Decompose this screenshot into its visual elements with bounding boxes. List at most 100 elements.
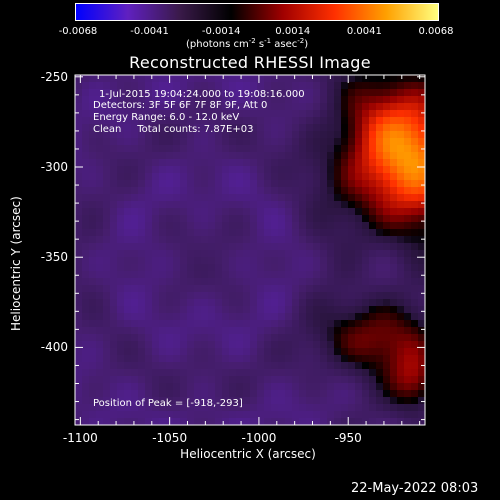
heatmap-cell bbox=[215, 369, 222, 376]
heatmap-cell bbox=[173, 376, 180, 383]
heatmap-cell bbox=[75, 194, 82, 201]
heatmap-cell bbox=[404, 257, 411, 264]
heatmap-cell bbox=[89, 404, 96, 411]
heatmap-cell bbox=[187, 75, 194, 82]
heatmap-cell bbox=[138, 411, 145, 418]
heatmap-cell bbox=[166, 187, 173, 194]
heatmap-cell bbox=[313, 208, 320, 215]
heatmap-cell bbox=[145, 131, 152, 138]
heatmap-cell bbox=[418, 271, 425, 278]
heatmap-cell bbox=[411, 257, 418, 264]
heatmap-cell bbox=[411, 411, 418, 418]
heatmap-cell bbox=[341, 131, 348, 138]
heatmap-cell bbox=[404, 418, 411, 425]
heatmap-cell bbox=[355, 257, 362, 264]
heatmap-cell bbox=[180, 250, 187, 257]
heatmap-cell bbox=[215, 278, 222, 285]
heatmap-cell bbox=[180, 264, 187, 271]
heatmap-cell bbox=[103, 201, 110, 208]
heatmap-cell bbox=[306, 222, 313, 229]
heatmap-cell bbox=[124, 201, 131, 208]
heatmap-cell bbox=[208, 313, 215, 320]
heatmap-cell bbox=[215, 320, 222, 327]
heatmap-cell bbox=[355, 348, 362, 355]
heatmap-cell bbox=[243, 103, 250, 110]
heatmap-cell bbox=[208, 201, 215, 208]
x-tick-label: -1100 bbox=[62, 431, 98, 445]
heatmap-cell bbox=[117, 362, 124, 369]
heatmap-cell bbox=[82, 173, 89, 180]
heatmap-cell bbox=[362, 138, 369, 145]
heatmap-cell bbox=[124, 208, 131, 215]
heatmap-cell bbox=[229, 75, 236, 82]
heatmap-cell bbox=[194, 96, 201, 103]
heatmap-cell bbox=[376, 229, 383, 236]
heatmap-cell bbox=[229, 313, 236, 320]
heatmap-cell bbox=[82, 362, 89, 369]
heatmap-cell bbox=[418, 313, 425, 320]
heatmap-cell bbox=[376, 201, 383, 208]
heatmap-cell bbox=[278, 355, 285, 362]
heatmap-cell bbox=[271, 194, 278, 201]
heatmap-cell bbox=[285, 166, 292, 173]
heatmap-cell bbox=[383, 236, 390, 243]
heatmap-cell bbox=[397, 96, 404, 103]
heatmap-cell bbox=[299, 82, 306, 89]
heatmap-cell bbox=[383, 313, 390, 320]
heatmap-cell bbox=[341, 292, 348, 299]
heatmap-cell bbox=[418, 103, 425, 110]
heatmap-cell bbox=[306, 117, 313, 124]
heatmap-cell bbox=[250, 201, 257, 208]
heatmap-cell bbox=[117, 313, 124, 320]
heatmap-cell bbox=[271, 201, 278, 208]
heatmap-cell bbox=[236, 257, 243, 264]
heatmap-cell bbox=[376, 341, 383, 348]
heatmap-cell bbox=[222, 306, 229, 313]
heatmap-cell bbox=[327, 250, 334, 257]
heatmap-cell bbox=[131, 341, 138, 348]
heatmap-cell bbox=[103, 292, 110, 299]
heatmap-cell bbox=[341, 313, 348, 320]
heatmap-cell bbox=[173, 96, 180, 103]
heatmap-cell bbox=[278, 299, 285, 306]
heatmap-cell bbox=[166, 292, 173, 299]
heatmap-cell bbox=[131, 89, 138, 96]
heatmap-cell bbox=[201, 124, 208, 131]
heatmap-cell bbox=[376, 376, 383, 383]
y-tick-label: -350 bbox=[40, 250, 68, 265]
heatmap-cell bbox=[285, 222, 292, 229]
heatmap-cell bbox=[264, 103, 271, 110]
heatmap-cell bbox=[257, 180, 264, 187]
heatmap-cell bbox=[89, 187, 96, 194]
heatmap-cell bbox=[278, 145, 285, 152]
heatmap-cell bbox=[418, 390, 425, 397]
heatmap-cell bbox=[194, 292, 201, 299]
heatmap-cell bbox=[320, 152, 327, 159]
heatmap-cell bbox=[194, 369, 201, 376]
heatmap-cell bbox=[341, 103, 348, 110]
heatmap-cell bbox=[96, 383, 103, 390]
heatmap-cell bbox=[208, 145, 215, 152]
heatmap-cell bbox=[341, 348, 348, 355]
heatmap-cell bbox=[222, 383, 229, 390]
heatmap-cell bbox=[82, 320, 89, 327]
heatmap-cell bbox=[215, 292, 222, 299]
heatmap-cell bbox=[229, 292, 236, 299]
heatmap-cell bbox=[124, 236, 131, 243]
heatmap-cell bbox=[208, 257, 215, 264]
heatmap-cell bbox=[313, 313, 320, 320]
heatmap-cell bbox=[278, 362, 285, 369]
heatmap-cell bbox=[96, 257, 103, 264]
heatmap-cell bbox=[96, 110, 103, 117]
heatmap-cell bbox=[355, 397, 362, 404]
heatmap-cell bbox=[411, 348, 418, 355]
heatmap-cell bbox=[110, 334, 117, 341]
heatmap-cell bbox=[250, 187, 257, 194]
heatmap-cell bbox=[96, 355, 103, 362]
heatmap-cell bbox=[243, 278, 250, 285]
heatmap-cell bbox=[194, 243, 201, 250]
heatmap-cell bbox=[278, 110, 285, 117]
heatmap-cell bbox=[341, 166, 348, 173]
heatmap-cell bbox=[376, 334, 383, 341]
heatmap-cell bbox=[138, 229, 145, 236]
